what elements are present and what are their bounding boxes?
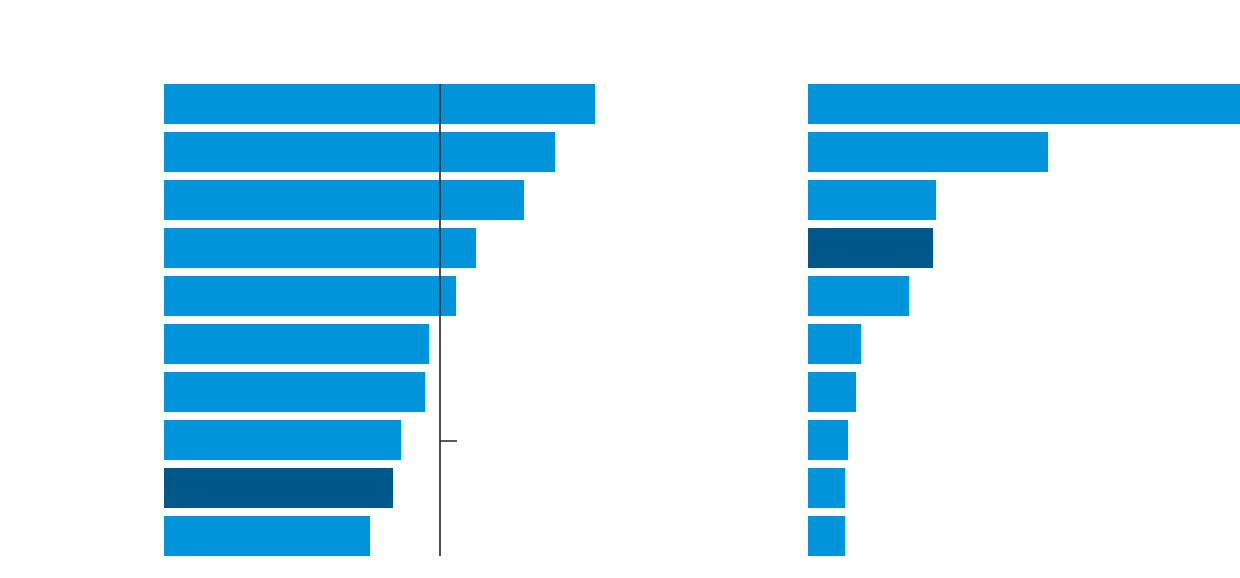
highlighted-bar-left-9 xyxy=(164,468,393,508)
highlighted-bar-right-4 xyxy=(808,228,933,268)
bar-left-1 xyxy=(164,84,595,124)
bar-left-5 xyxy=(164,276,456,316)
bar-left-6 xyxy=(164,324,429,364)
left-bar-panel xyxy=(164,84,595,556)
bar-right-8 xyxy=(808,420,848,460)
bar-right-1 xyxy=(808,84,1240,124)
bar-left-4 xyxy=(164,228,476,268)
bar-right-10 xyxy=(808,516,845,556)
bar-right-7 xyxy=(808,372,856,412)
bar-right-5 xyxy=(808,276,909,316)
bar-right-3 xyxy=(808,180,936,220)
bar-right-2 xyxy=(808,132,1048,172)
right-bar-panel xyxy=(808,84,1240,556)
bar-right-9 xyxy=(808,468,845,508)
bar-left-8 xyxy=(164,420,401,460)
bar-right-6 xyxy=(808,324,861,364)
bar-left-7 xyxy=(164,372,425,412)
bar-left-2 xyxy=(164,132,555,172)
bar-left-3 xyxy=(164,180,524,220)
bar-left-10 xyxy=(164,516,370,556)
